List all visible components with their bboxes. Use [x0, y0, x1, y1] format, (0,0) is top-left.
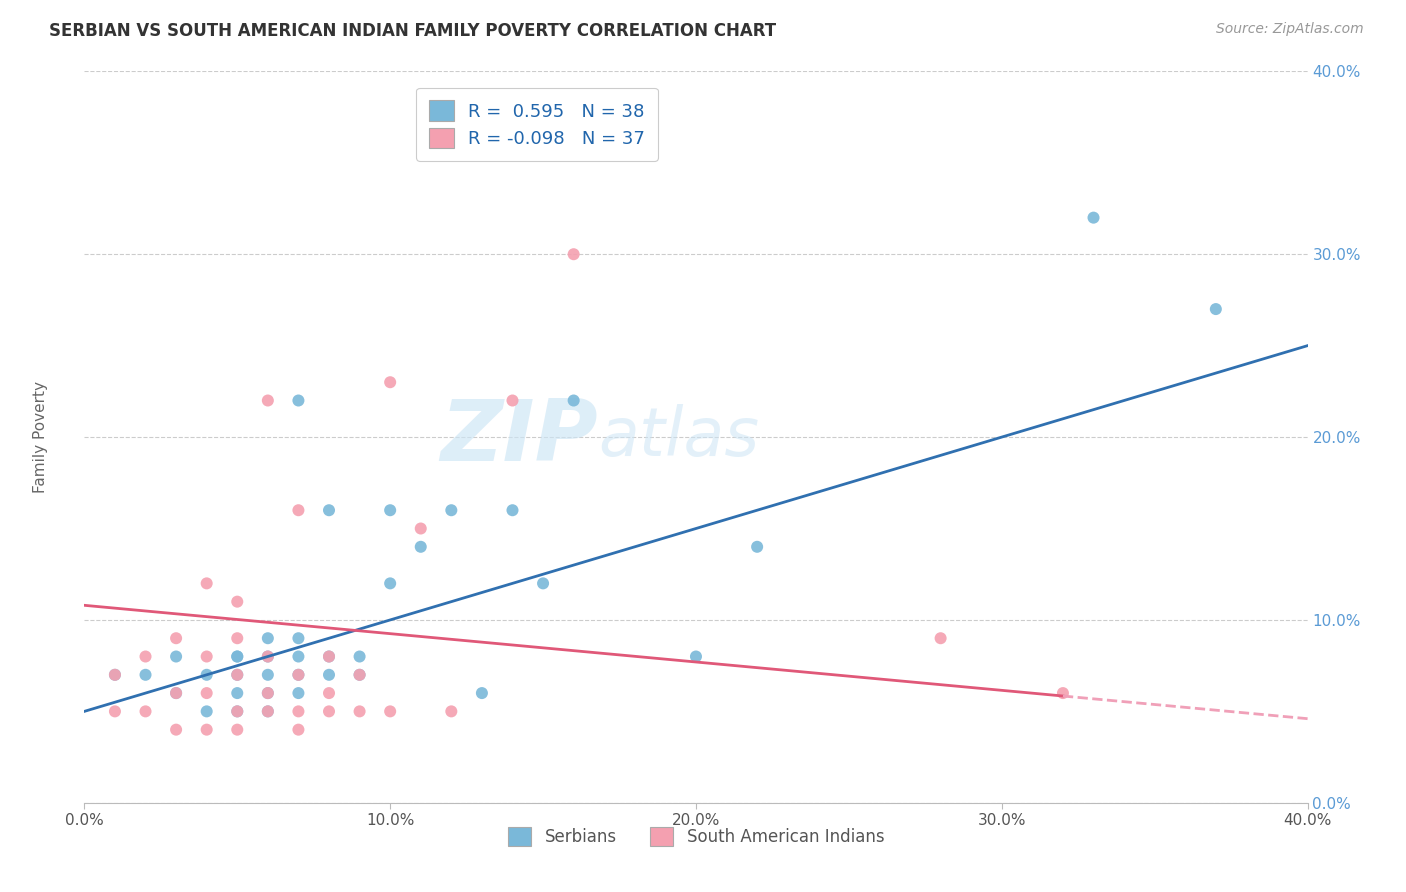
Point	[257, 705, 280, 719]
Text: Source: ZipAtlas.com: Source: ZipAtlas.com	[1216, 22, 1364, 37]
Point	[318, 667, 340, 681]
Point	[929, 632, 952, 646]
Point	[195, 705, 218, 719]
Point	[257, 667, 280, 681]
Point	[502, 503, 524, 517]
Point	[226, 667, 249, 681]
Point	[257, 649, 280, 664]
Point	[349, 667, 371, 681]
Point	[287, 723, 309, 737]
Point	[685, 649, 707, 664]
Point	[104, 667, 127, 681]
Point	[195, 576, 218, 591]
Point	[349, 705, 371, 719]
Point	[409, 521, 432, 535]
Point	[1205, 301, 1227, 317]
Point	[380, 375, 402, 389]
Point	[257, 393, 280, 408]
Y-axis label: Family Poverty: Family Poverty	[32, 381, 48, 493]
Point	[226, 594, 249, 608]
Point	[165, 686, 187, 700]
Point	[226, 667, 249, 681]
Point	[165, 723, 187, 737]
Point	[135, 667, 157, 681]
Point	[287, 667, 309, 681]
Point	[226, 686, 249, 700]
Point	[195, 667, 218, 681]
Text: atlas: atlas	[598, 404, 759, 470]
Point	[502, 393, 524, 408]
Point	[165, 649, 187, 664]
Point	[226, 649, 249, 664]
Point	[226, 705, 249, 719]
Point	[562, 393, 585, 408]
Point	[104, 705, 127, 719]
Point	[531, 576, 554, 591]
Point	[318, 705, 340, 719]
Point	[440, 705, 463, 719]
Point	[226, 705, 249, 719]
Point	[257, 686, 280, 700]
Point	[287, 667, 309, 681]
Point	[195, 649, 218, 664]
Point	[195, 723, 218, 737]
Point	[257, 632, 280, 646]
Point	[104, 667, 127, 681]
Point	[349, 649, 371, 664]
Point	[1083, 211, 1105, 225]
Point	[287, 503, 309, 517]
Point	[562, 247, 585, 261]
Text: SERBIAN VS SOUTH AMERICAN INDIAN FAMILY POVERTY CORRELATION CHART: SERBIAN VS SOUTH AMERICAN INDIAN FAMILY …	[49, 22, 776, 40]
Point	[380, 503, 402, 517]
Point	[287, 393, 309, 408]
Point	[1052, 686, 1074, 700]
Point	[318, 649, 340, 664]
Point	[287, 632, 309, 646]
Point	[257, 705, 280, 719]
Point	[747, 540, 769, 554]
Point	[471, 686, 494, 700]
Point	[165, 632, 187, 646]
Point	[226, 649, 249, 664]
Point	[226, 632, 249, 646]
Point	[226, 723, 249, 737]
Point	[318, 649, 340, 664]
Point	[257, 649, 280, 664]
Legend: Serbians, South American Indians: Serbians, South American Indians	[501, 821, 891, 853]
Point	[135, 705, 157, 719]
Point	[165, 686, 187, 700]
Point	[135, 649, 157, 664]
Point	[257, 686, 280, 700]
Point	[380, 705, 402, 719]
Point	[349, 667, 371, 681]
Point	[409, 540, 432, 554]
Text: ZIP: ZIP	[440, 395, 598, 479]
Point	[318, 686, 340, 700]
Point	[287, 705, 309, 719]
Point	[440, 503, 463, 517]
Point	[287, 649, 309, 664]
Point	[380, 576, 402, 591]
Point	[195, 686, 218, 700]
Point	[318, 503, 340, 517]
Point	[287, 686, 309, 700]
